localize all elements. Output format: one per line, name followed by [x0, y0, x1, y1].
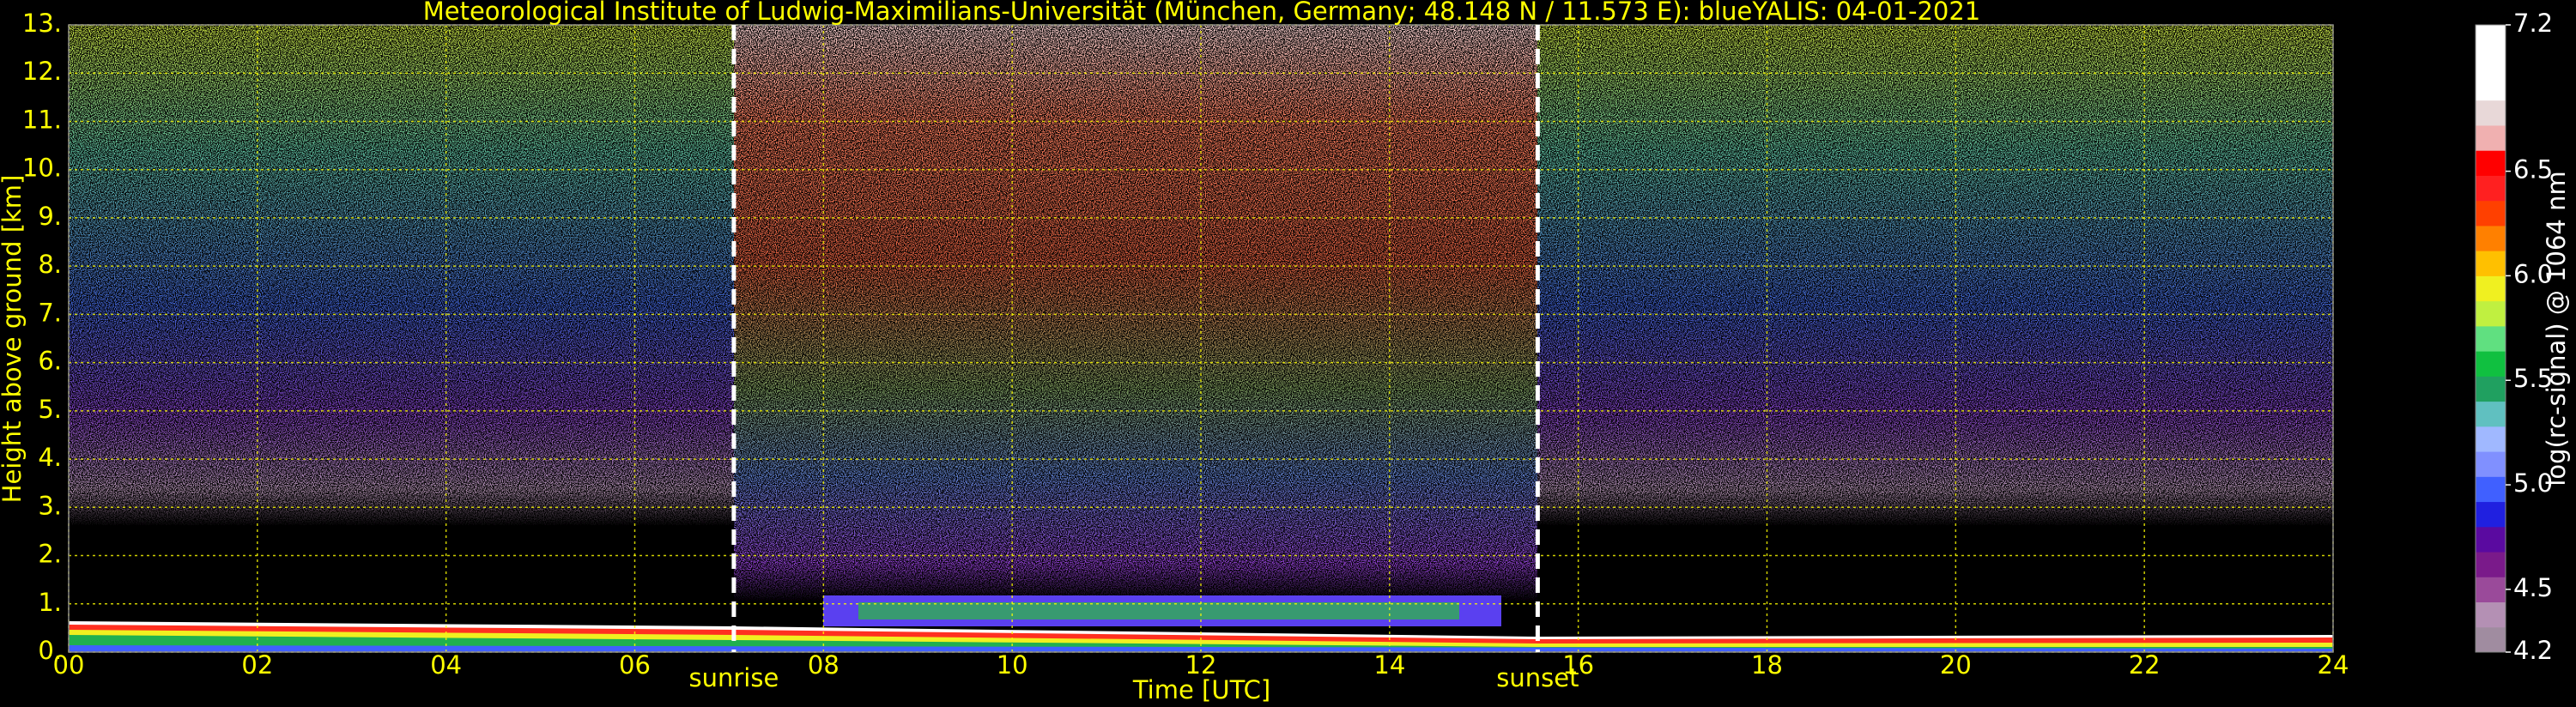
colorbar-label: log(rc-signal) @ 1064 nm	[2542, 171, 2571, 486]
y-tick-label: 8.	[38, 250, 62, 279]
colorbar-tick-label: 5.0	[2513, 468, 2553, 498]
y-tick-label: 3.	[38, 491, 62, 520]
x-tick-label: 16	[1562, 650, 1594, 680]
colorbar-segment	[2476, 501, 2506, 528]
annotation-label: sunset	[1496, 663, 1579, 692]
colorbar-segment	[2476, 50, 2506, 76]
y-tick-label: 2.	[38, 540, 62, 569]
aerosol-layer	[858, 602, 1459, 619]
colorbar-segment	[2476, 200, 2506, 227]
y-tick-label: 7.	[38, 298, 62, 327]
y-tick-label: 5.	[38, 395, 62, 424]
colorbar-tick-label: 7.2	[2513, 9, 2553, 38]
colorbar-segment	[2476, 150, 2506, 176]
colorbar-segment	[2476, 626, 2506, 653]
x-tick-label: 10	[997, 650, 1028, 680]
annotation-label: sunrise	[689, 663, 779, 692]
x-tick-label: 24	[2318, 650, 2349, 680]
x-tick-label: 04	[430, 650, 462, 680]
chart-title: Meteorological Institute of Ludwig-Maxim…	[423, 0, 1981, 26]
plot-frame	[68, 24, 2334, 653]
colorbar-tick-label: 6.5	[2513, 155, 2553, 184]
colorbar-segment	[2476, 275, 2506, 302]
x-tick-label: 02	[241, 650, 273, 680]
y-tick-label: 1.	[38, 588, 62, 617]
y-axis-label: Height above ground [km]	[0, 175, 27, 504]
colorbar-segment	[2476, 100, 2506, 126]
colorbar-segment	[2476, 75, 2506, 101]
colorbar-tick-label: 4.2	[2513, 636, 2553, 665]
colorbar-tick-label: 5.5	[2513, 364, 2553, 393]
colorbar-segment	[2476, 601, 2506, 628]
y-tick-label: 4.	[38, 443, 62, 472]
night-signal	[69, 25, 734, 652]
colorbar-segment	[2476, 325, 2506, 352]
x-tick-label: 22	[2129, 650, 2161, 680]
x-tick-label: 14	[1373, 650, 1405, 680]
x-tick-label: 08	[808, 650, 839, 680]
colorbar-segment	[2476, 124, 2506, 151]
y-tick-label: 6.	[38, 347, 62, 376]
colorbar-segment	[2476, 451, 2506, 477]
colorbar-segment	[2476, 577, 2506, 603]
colorbar-segment	[2476, 526, 2506, 553]
day-signal	[734, 25, 1537, 652]
colorbar-segment	[2476, 552, 2506, 577]
x-tick-label: 00	[53, 650, 85, 680]
y-tick-label: 0.	[38, 636, 62, 665]
colorbar-segment	[2476, 175, 2506, 202]
colorbar-segment	[2476, 476, 2506, 503]
colorbar-segment	[2476, 300, 2506, 327]
colorbar-segment	[2476, 376, 2506, 402]
colorbar-tick-label: 6.0	[2513, 259, 2553, 288]
x-tick-label: 18	[1751, 650, 1783, 680]
colorbar-segment	[2476, 25, 2506, 51]
y-tick-label: 10.	[22, 154, 62, 183]
colorbar-segment	[2476, 351, 2506, 377]
x-axis-label: Time [UTC]	[1132, 675, 1270, 704]
colorbar-tick-label: 4.5	[2513, 573, 2553, 602]
colorbar-segment	[2476, 251, 2506, 276]
x-tick-label: 12	[1185, 650, 1217, 680]
colorbar-segment	[2476, 426, 2506, 452]
colorbar-segment	[2476, 225, 2506, 251]
y-tick-label: 11.	[22, 105, 62, 134]
colorbar-frame	[2475, 24, 2506, 653]
y-tick-label: 9.	[38, 202, 62, 231]
y-tick-label: 12.	[22, 57, 62, 86]
y-tick-label: 13.	[22, 9, 62, 38]
colorbar-segment	[2476, 401, 2506, 427]
night-signal	[1537, 25, 2333, 652]
x-tick-label: 20	[1940, 650, 1972, 680]
x-tick-label: 06	[619, 650, 651, 680]
